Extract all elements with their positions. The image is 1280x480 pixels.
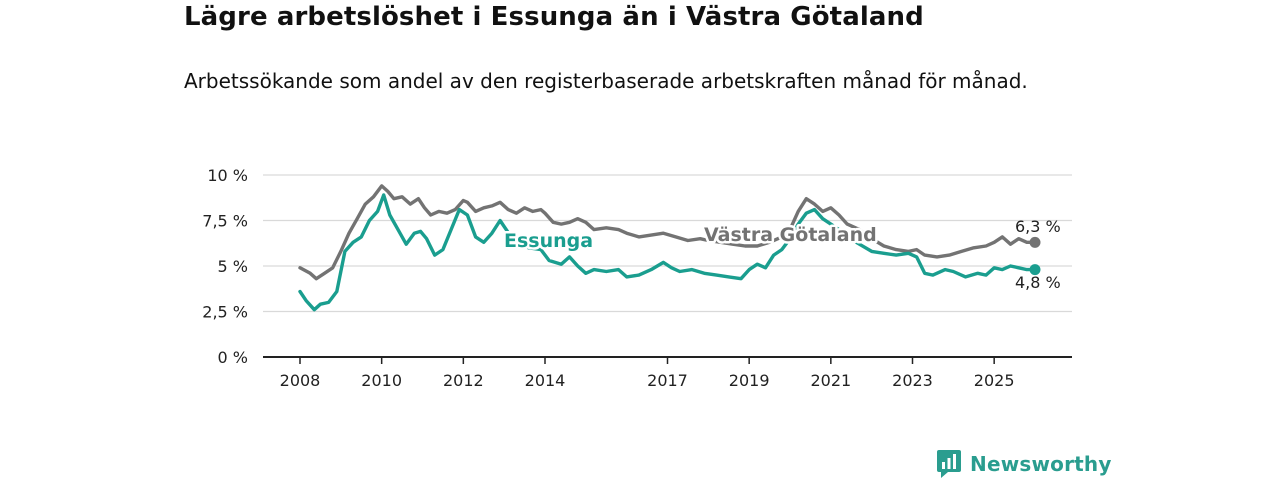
x-axis-ticks: 2008 2010 2012 2014 2017 2019 2021 2023 2025 [280, 357, 1015, 390]
x-tick-label: 2008 [280, 371, 321, 390]
series-line-essunga [298, 193, 1037, 312]
series-label-essunga: Essunga [504, 230, 593, 252]
x-tick-label: 2023 [892, 371, 933, 390]
end-label-vastra-gotaland: 6,3 % [1015, 217, 1061, 236]
y-tick-label: 10 % [207, 166, 248, 185]
x-tick-label: 2019 [729, 371, 770, 390]
x-tick-label: 2010 [361, 371, 402, 390]
y-tick-label: 2,5 % [202, 303, 248, 322]
end-point-vastra-gotaland [1029, 236, 1041, 248]
x-tick-label: 2021 [810, 371, 851, 390]
x-tick-label: 2017 [647, 371, 688, 390]
series-label-vastra-gotaland-halo: Västra Götaland [704, 224, 877, 246]
x-tick-label: 2012 [443, 371, 484, 390]
chart-title: Lägre arbetslöshet i Essunga än i Västra… [184, 2, 924, 32]
series-lines [298, 184, 1041, 312]
y-tick-label: 7,5 % [202, 212, 248, 231]
newsworthy-logo-icon [937, 450, 961, 478]
chart-subtitle: Arbetssökande som andel av den registerb… [184, 69, 1028, 93]
newsworthy-brand[interactable]: Newsworthy [936, 448, 1112, 480]
brand-name: Newsworthy [970, 452, 1112, 476]
y-tick-label: 0 % [218, 348, 248, 367]
x-tick-label: 2014 [525, 371, 566, 390]
y-tick-label: 5 % [218, 257, 248, 276]
x-tick-label: 2025 [974, 371, 1015, 390]
series-label-essunga-halo: Essunga [504, 230, 593, 252]
series-line-vastra-gotaland [298, 184, 1037, 281]
line-chart: 0 % 2,5 % 5 % 7,5 % 10 % 2008 2010 2012 2014 201… [202, 166, 1072, 390]
y-axis-ticks: 0 % 2,5 % 5 % 7,5 % 10 % [202, 166, 248, 367]
end-point-essunga [1029, 264, 1041, 276]
end-label-essunga: 4,8 % [1015, 273, 1061, 292]
series-label-vastra-gotaland: Västra Götaland [704, 224, 877, 246]
